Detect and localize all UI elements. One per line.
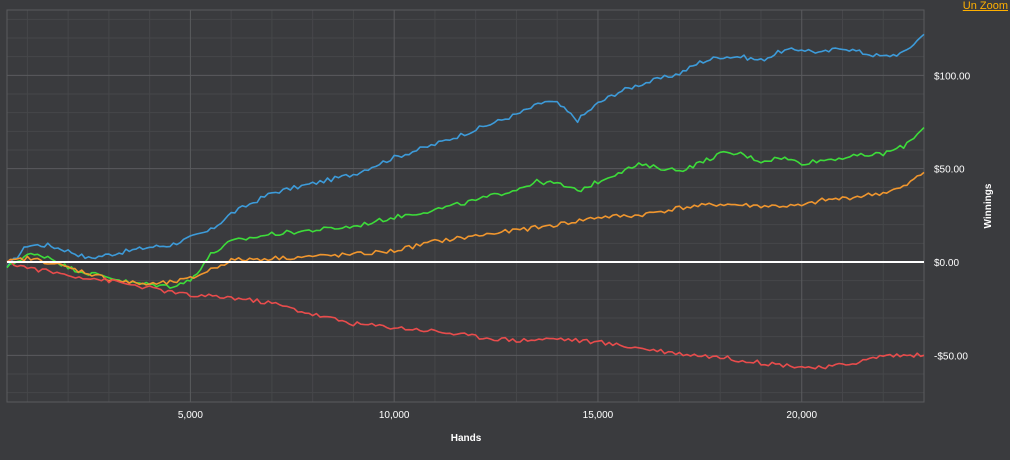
y-tick-label: $100.00	[934, 71, 971, 82]
y-tick-label: $50.00	[934, 165, 965, 176]
minor-gridlines	[7, 10, 924, 402]
y-axis-title: Winnings	[983, 183, 994, 228]
series-layer	[6, 33, 925, 370]
x-tick-label: 15,000	[583, 410, 614, 421]
x-tick-label: 20,000	[786, 410, 817, 421]
unzoom-link[interactable]: Un Zoom	[962, 0, 1008, 12]
series-line-3	[6, 171, 925, 286]
y-tick-label: -$50.00	[934, 351, 968, 362]
x-axis-title: Hands	[451, 433, 482, 444]
series-line-4	[6, 260, 925, 370]
y-axis-ticks: $100.00 $50.00 $0.00 -$50.00	[934, 71, 971, 362]
major-gridlines	[6, 9, 925, 403]
x-tick-label: 10,000	[379, 410, 410, 421]
series-line-2	[6, 127, 925, 289]
x-axis-ticks: 5,000 10,000 15,000 20,000	[178, 410, 818, 421]
y-tick-label: $0.00	[934, 258, 959, 269]
series-line-1	[6, 33, 925, 269]
plot-border	[6, 9, 925, 403]
x-tick-label: 5,000	[178, 410, 203, 421]
